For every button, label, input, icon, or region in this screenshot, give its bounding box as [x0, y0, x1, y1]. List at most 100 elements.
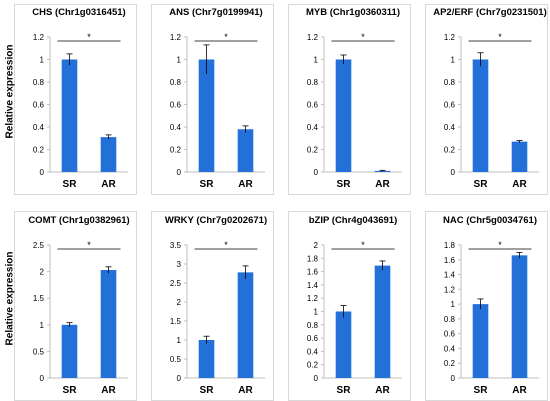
chart-6-ytick-label: 1.5: [170, 317, 182, 326]
chart-4-ytick-label: 0.8: [444, 78, 456, 87]
chart-8-ytick-label: 0.6: [444, 330, 456, 339]
chart-8-ytick-label: 0.8: [444, 315, 456, 324]
chart-2-ytick-label: 1.2: [170, 33, 182, 42]
chart-5-ytick-label: 0: [40, 374, 45, 383]
chart-2-ytick-label: 1: [177, 56, 182, 65]
chart-6-ytick-label: 3: [177, 260, 182, 269]
chart-7-ytick-label: 0.4: [307, 347, 319, 356]
chart-3-bar-sr: [335, 59, 352, 172]
chart-4-ytick-label: 1.2: [444, 33, 456, 42]
chart-7-category-sr: SR: [337, 385, 352, 396]
chart-1-category-sr: SR: [63, 179, 78, 190]
chart-1-ytick-label: 1.2: [33, 33, 45, 42]
chart-4-ytick-label: 0.4: [444, 123, 456, 132]
chart-4-category-sr: SR: [474, 179, 489, 190]
chart-7-ytick-label: 0: [314, 374, 319, 383]
chart-7-ytick-label: 0.6: [307, 334, 319, 343]
chart-6-title: WRKY (Chr7g0202671): [165, 215, 267, 226]
chart-8-bar-sr: [472, 304, 489, 378]
chart-5-category-sr: SR: [63, 385, 78, 396]
chart-6-significance-mark: *: [224, 240, 228, 250]
chart-8-significance-mark: *: [498, 240, 502, 250]
chart-7-significance-mark: *: [361, 240, 365, 250]
chart-7-bar-ar: [374, 265, 391, 378]
chart-5-bar-ar: [100, 270, 117, 378]
chart-8-ytick-label: 1: [451, 300, 456, 309]
chart-3-title: MYB (Chr1g0360311): [306, 7, 400, 18]
chart-3-ytick-label: 1.2: [307, 33, 319, 42]
chart-4-bar-sr: [472, 59, 489, 172]
chart-3-ytick-label: 0.8: [307, 78, 319, 87]
chart-7-ytick-label: 0.2: [307, 361, 319, 370]
chart-3-ytick-label: 0: [314, 168, 319, 177]
chart-5-ytick-label: 2: [40, 268, 45, 277]
chart-6-ytick-label: 2.5: [170, 279, 182, 288]
chart-1-ytick-label: 0.4: [33, 123, 45, 132]
chart-3-category-ar: AR: [375, 179, 390, 190]
chart-5-ytick-label: 0.5: [33, 347, 45, 356]
chart-2-bar-sr: [198, 59, 215, 172]
chart-8-ytick-label: 1.2: [444, 285, 456, 294]
chart-7-ytick-label: 1.6: [307, 268, 319, 277]
chart-7-ytick-label: 1.2: [307, 294, 319, 303]
chart-6-ytick-label: 3.5: [170, 241, 182, 250]
chart-2-ytick-label: 0.4: [170, 123, 182, 132]
chart-7-title: bZIP (Chr4g043691): [309, 215, 398, 226]
chart-4-ytick-label: 1: [451, 56, 456, 65]
chart-2-ytick-label: 0.6: [170, 101, 182, 110]
chart-8-bar-ar: [511, 255, 528, 378]
chart-1-category-ar: AR: [101, 179, 116, 190]
chart-8-category-ar: AR: [512, 385, 527, 396]
chart-1-significance-mark: *: [87, 32, 91, 42]
chart-5-ytick-label: 1: [40, 321, 45, 330]
chart-8-ytick-label: 1.8: [444, 241, 456, 250]
y-axis-label-row2: Relative expression: [4, 251, 16, 346]
chart-4-ytick-label: 0.6: [444, 101, 456, 110]
y-axis-label-row1: Relative expression: [4, 44, 16, 139]
chart-1-ytick-label: 0.2: [33, 146, 45, 155]
chart-2-ytick-label: 0.8: [170, 78, 182, 87]
chart-2-category-sr: SR: [200, 179, 215, 190]
chart-3-significance-mark: *: [361, 32, 365, 42]
chart-4-title: AP2/ERF (Chr7g0231501): [433, 7, 547, 18]
chart-3-ytick-label: 0.2: [307, 146, 319, 155]
chart-2-bar-ar: [237, 129, 254, 172]
chart-7-ytick-label: 1: [314, 308, 319, 317]
chart-6-ytick-label: 0.5: [170, 355, 182, 364]
chart-3-category-sr: SR: [337, 179, 352, 190]
chart-7-ytick-label: 2: [314, 241, 319, 250]
chart-7-category-ar: AR: [375, 385, 390, 396]
chart-1-ytick-label: 0.6: [33, 101, 45, 110]
chart-6-bar-sr: [198, 340, 215, 378]
chart-1-title: CHS (Chr1g0316451): [32, 7, 125, 18]
chart-8-ytick-label: 0.4: [444, 344, 456, 353]
chart-8-ytick-label: 1.6: [444, 256, 456, 265]
chart-6-ytick-label: 0: [177, 374, 182, 383]
chart-8-title: NAC (Chr5g0034761): [443, 215, 537, 226]
chart-8-ytick-label: 0: [451, 374, 456, 383]
chart-1-ytick-label: 1: [40, 56, 45, 65]
chart-5-title: COMT (Chr1g0382961): [28, 215, 129, 226]
chart-1-bar-sr: [61, 59, 78, 172]
chart-7-ytick-label: 1.8: [307, 254, 319, 263]
chart-7-ytick-label: 1.4: [307, 281, 319, 290]
chart-6-bar-ar: [237, 272, 254, 378]
chart-8-ytick-label: 0.2: [444, 359, 456, 368]
chart-4-significance-mark: *: [498, 32, 502, 42]
chart-2-category-ar: AR: [238, 179, 253, 190]
chart-2-ytick-label: 0: [177, 168, 182, 177]
chart-8-category-sr: SR: [474, 385, 489, 396]
chart-1-ytick-label: 0: [40, 168, 45, 177]
chart-4-ytick-label: 0.2: [444, 146, 456, 155]
chart-4-bar-ar: [511, 141, 528, 172]
chart-1-ytick-label: 0.8: [33, 78, 45, 87]
chart-5-category-ar: AR: [101, 385, 116, 396]
chart-6-ytick-label: 1: [177, 336, 182, 345]
chart-6-category-sr: SR: [200, 385, 215, 396]
chart-5-ytick-label: 1.5: [33, 294, 45, 303]
chart-2-ytick-label: 0.2: [170, 146, 182, 155]
chart-1-bar-ar: [100, 137, 117, 172]
chart-5-bar-sr: [61, 324, 78, 378]
chart-5-ytick-label: 2.5: [33, 241, 45, 250]
